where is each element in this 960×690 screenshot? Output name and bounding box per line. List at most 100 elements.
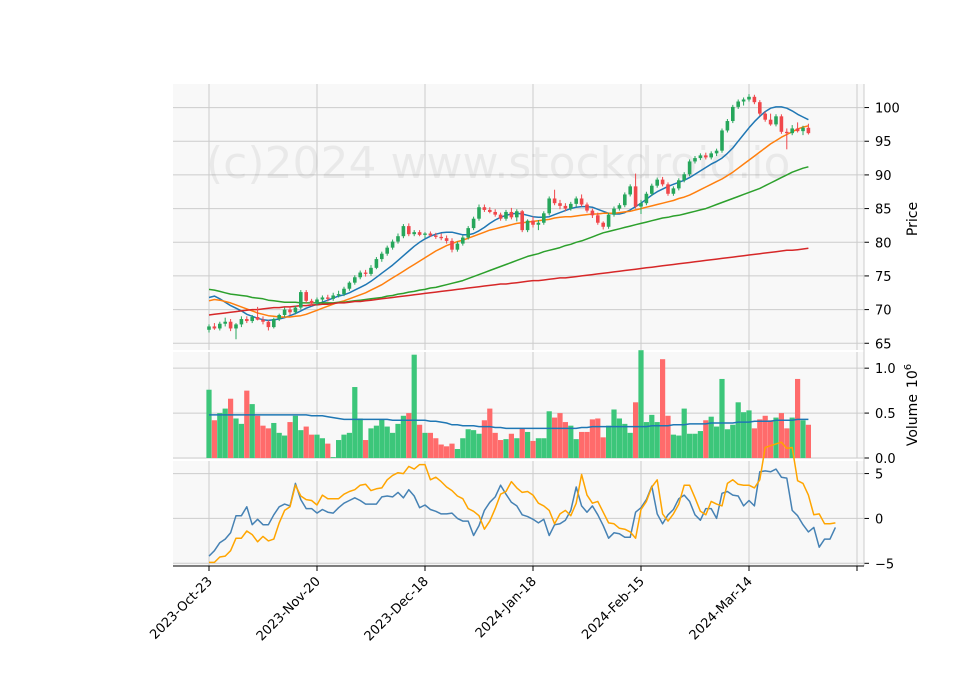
candle-body	[347, 282, 352, 289]
candle-body	[806, 127, 811, 134]
candle-body	[218, 323, 222, 329]
candle-body	[579, 198, 584, 205]
volume-bar	[325, 443, 331, 458]
volume-bar	[271, 422, 277, 458]
candle-body	[331, 295, 335, 299]
candle-body	[320, 297, 325, 300]
volume-bar	[606, 425, 612, 458]
volume-bar	[238, 423, 244, 458]
candle-body	[250, 317, 254, 322]
candle-body	[601, 222, 605, 227]
volume-bar	[589, 419, 595, 458]
candle-body	[650, 185, 654, 194]
candle-body	[574, 198, 578, 204]
candle-body	[385, 247, 389, 254]
candle-body	[801, 127, 805, 132]
volume-bar	[546, 411, 552, 458]
volume-bar	[341, 434, 347, 458]
volume-bar	[314, 434, 320, 458]
candle-body	[660, 179, 665, 185]
volume-bar	[303, 426, 309, 458]
volume-bar	[395, 423, 401, 458]
volume-bar	[287, 422, 293, 458]
volume-bar	[638, 350, 644, 458]
candle-body	[266, 321, 271, 328]
volume-bar	[422, 432, 428, 458]
candle-body	[450, 240, 454, 250]
candle-body	[709, 153, 713, 158]
candle-body	[245, 319, 249, 322]
volume-bar	[508, 433, 514, 458]
volume-bar	[697, 431, 703, 458]
x-tick-label: 2023-Oct-23	[147, 574, 215, 642]
volume-bar	[449, 443, 455, 458]
candle-body	[720, 130, 724, 151]
volume-bar	[206, 389, 212, 458]
candle-body	[725, 121, 730, 131]
candle-body	[315, 299, 319, 304]
candle-body	[612, 208, 616, 215]
volume-bar	[579, 431, 585, 458]
candle-body	[390, 241, 395, 248]
oscillator-y-tick-label: 5	[875, 468, 883, 483]
candle-body	[417, 232, 422, 235]
candle-body	[282, 309, 287, 315]
volume-bar	[460, 438, 466, 458]
candle-body	[698, 155, 703, 159]
candle-body	[563, 205, 568, 209]
volume-bar	[211, 420, 217, 458]
candle-body	[525, 220, 530, 231]
volume-bar	[751, 428, 757, 458]
volume-bar	[438, 444, 444, 458]
volume-bar	[541, 438, 547, 458]
candle-body	[617, 205, 622, 209]
volume-bar	[427, 432, 433, 458]
volume-bar	[616, 418, 622, 458]
price-y-tick-label: 75	[875, 270, 892, 285]
price-y-tick-label: 100	[875, 102, 900, 117]
volume-bar	[573, 439, 579, 458]
volume-bar	[433, 438, 439, 458]
volume-bar	[346, 432, 352, 458]
volume-bar	[373, 425, 379, 458]
candle-body	[304, 292, 308, 301]
volume-bar	[411, 354, 417, 458]
candle-body	[515, 211, 519, 218]
volume-bar	[584, 431, 590, 458]
volume-bar	[676, 435, 682, 458]
volume-bar	[417, 424, 423, 458]
candle-body	[261, 319, 265, 322]
price-y-tick-label: 80	[875, 236, 892, 251]
volume-bar	[282, 435, 288, 458]
candle-body	[234, 324, 238, 329]
volume-bar	[703, 420, 709, 458]
candle-body	[293, 307, 298, 313]
volume-y-tick-label: 0.0	[875, 452, 896, 467]
candle-body	[504, 211, 508, 219]
price-axis-label: Price	[905, 202, 921, 236]
candle-body	[558, 203, 562, 206]
candle-body	[498, 214, 503, 219]
volume-y-tick-label: 0.5	[875, 407, 896, 422]
candle-body	[466, 228, 470, 238]
volume-bar	[319, 438, 325, 458]
candle-body	[228, 321, 233, 329]
volume-bar	[363, 440, 369, 458]
candle-body	[455, 243, 460, 250]
volume-bar	[298, 430, 304, 458]
volume-axis-label-main: Volume	[905, 394, 921, 446]
candle-body	[633, 186, 638, 207]
candle-body	[342, 288, 346, 295]
candle-body	[747, 96, 751, 100]
oscillator-y-tick-label: 0	[875, 512, 883, 527]
volume-bar	[530, 440, 536, 458]
volume-axis-label: Volume 106	[903, 364, 921, 446]
volume-bar	[789, 417, 795, 458]
candle-body	[752, 96, 757, 103]
volume-bar	[681, 408, 687, 458]
volume-bar	[714, 426, 720, 458]
volume-bar	[773, 417, 779, 458]
volume-bar	[309, 434, 315, 458]
candle-body	[407, 226, 411, 235]
volume-bar	[643, 422, 649, 458]
